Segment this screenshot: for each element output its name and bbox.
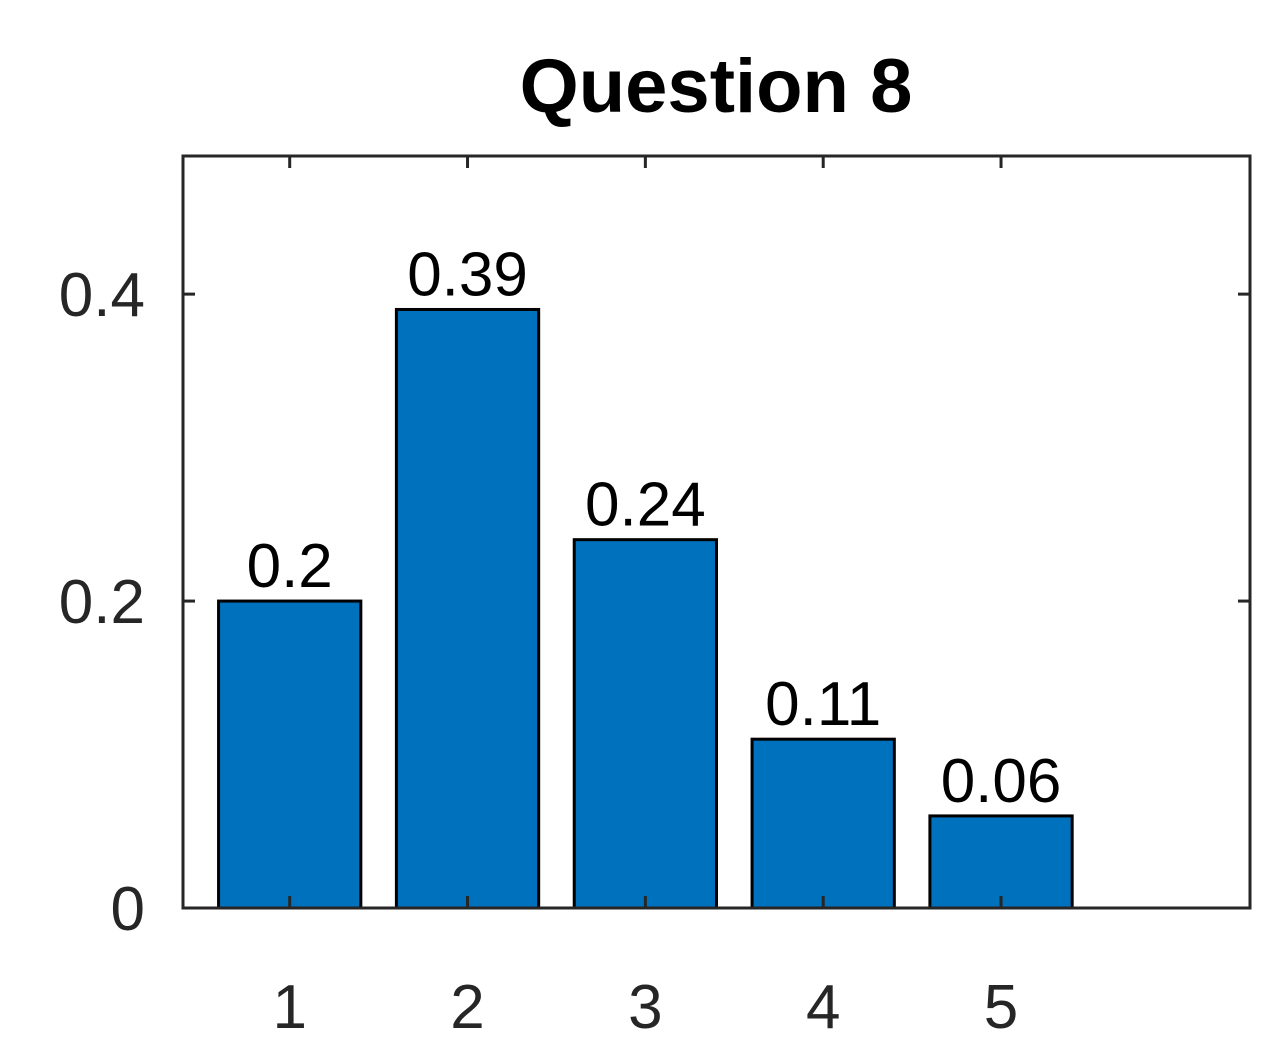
y-tick-label-1: 0.2 [59,568,145,637]
y-tick-label-2: 0.4 [59,261,145,330]
axes-box [181,154,1252,910]
bar-2 [394,307,541,910]
data-label-5: 0.06 [941,747,1062,816]
ticks-group [183,156,1250,910]
x-tick-label-3: 3 [628,973,662,1042]
data-label-1: 0.2 [247,532,333,601]
data-label-2: 0.39 [407,240,528,309]
x-tick-label-4: 4 [806,973,840,1042]
bar-3 [572,538,718,910]
axes-group [181,154,1252,910]
data-label-4: 0.11 [765,670,881,739]
x-tick-label-2: 2 [450,973,484,1042]
bar-4 [750,737,896,910]
data-label-3: 0.24 [585,471,706,540]
data-labels-group: 0.2 0.39 0.24 0.11 0.06 [247,240,1062,815]
x-tick-label-5: 5 [984,973,1018,1042]
bar-5 [928,814,1074,910]
x-tick-label-1: 1 [272,973,306,1042]
bar-1 [217,599,363,910]
bars-group [217,307,1074,910]
chart-title: Question 8 [520,44,913,129]
y-tick-label-0: 0 [111,875,145,944]
tick-labels-group: 1 2 3 4 5 0 0.2 0.4 [59,261,1018,1042]
